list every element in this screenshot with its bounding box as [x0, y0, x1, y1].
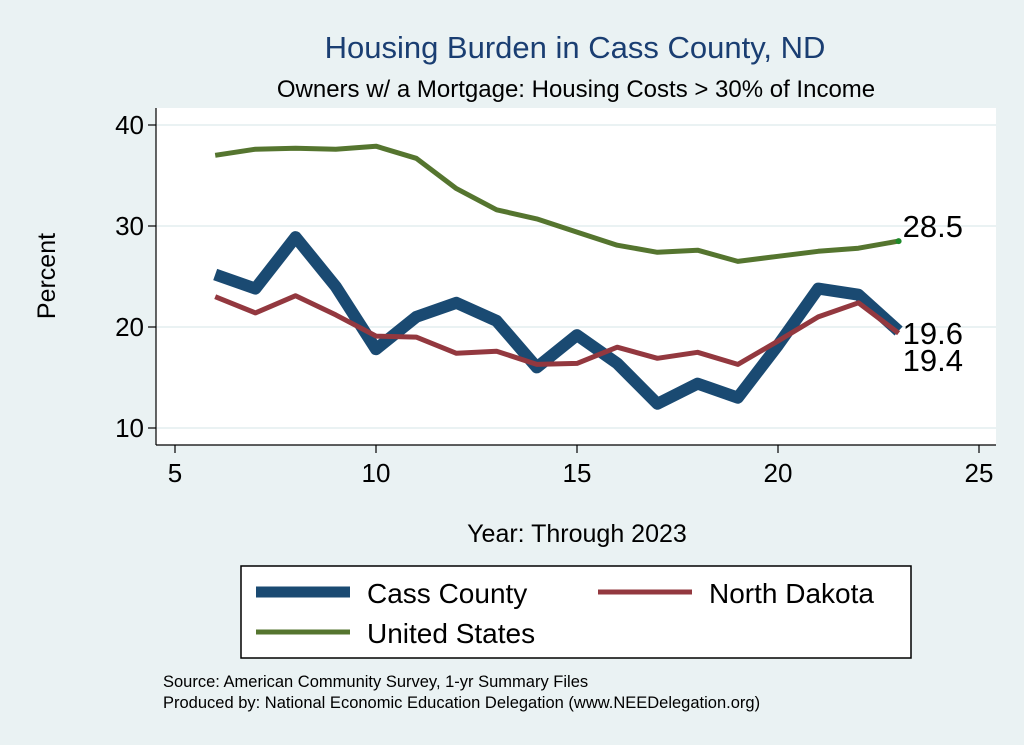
us-end-point	[895, 238, 902, 245]
chart-title: Housing Burden in Cass County, ND	[325, 30, 826, 65]
x-tick-label: 5	[168, 458, 182, 488]
produced-note: Produced by: National Economic Education…	[163, 694, 760, 712]
y-tick-label: 40	[115, 110, 144, 140]
y-ticks: 10 20 30 40	[115, 110, 156, 443]
y-tick-label: 20	[115, 312, 144, 342]
series-line-united-states	[214, 143, 900, 264]
x-tick-label: 10	[362, 458, 391, 488]
y-tick-label: 30	[115, 211, 144, 241]
legend-label-nd: North Dakota	[709, 578, 874, 609]
y-tick-label: 10	[115, 413, 144, 443]
x-tick-label: 15	[563, 458, 592, 488]
end-label-us: 28.5	[903, 209, 963, 244]
plot-area	[156, 108, 996, 445]
grid-lines	[156, 124, 996, 429]
chart-subtitle: Owners w/ a Mortgage: Housing Costs > 30…	[277, 76, 875, 103]
x-axis-title: Year: Through 2023	[467, 520, 687, 548]
legend-label-us: United States	[367, 618, 535, 649]
y-axis-title: Percent	[33, 233, 61, 319]
source-note: Source: American Community Survey, 1-yr …	[163, 673, 588, 691]
end-label-nd: 19.4	[903, 343, 963, 378]
end-label-cass: 19.6	[903, 316, 963, 351]
legend-box	[240, 565, 912, 659]
x-tick-label: 25	[965, 458, 994, 488]
x-ticks: 5 10 15 20 25	[168, 445, 994, 488]
legend-label-cass: Cass County	[367, 578, 527, 609]
series-lines	[213, 143, 903, 410]
series-line-north-dakota	[214, 293, 901, 367]
x-tick-label: 20	[764, 458, 793, 488]
